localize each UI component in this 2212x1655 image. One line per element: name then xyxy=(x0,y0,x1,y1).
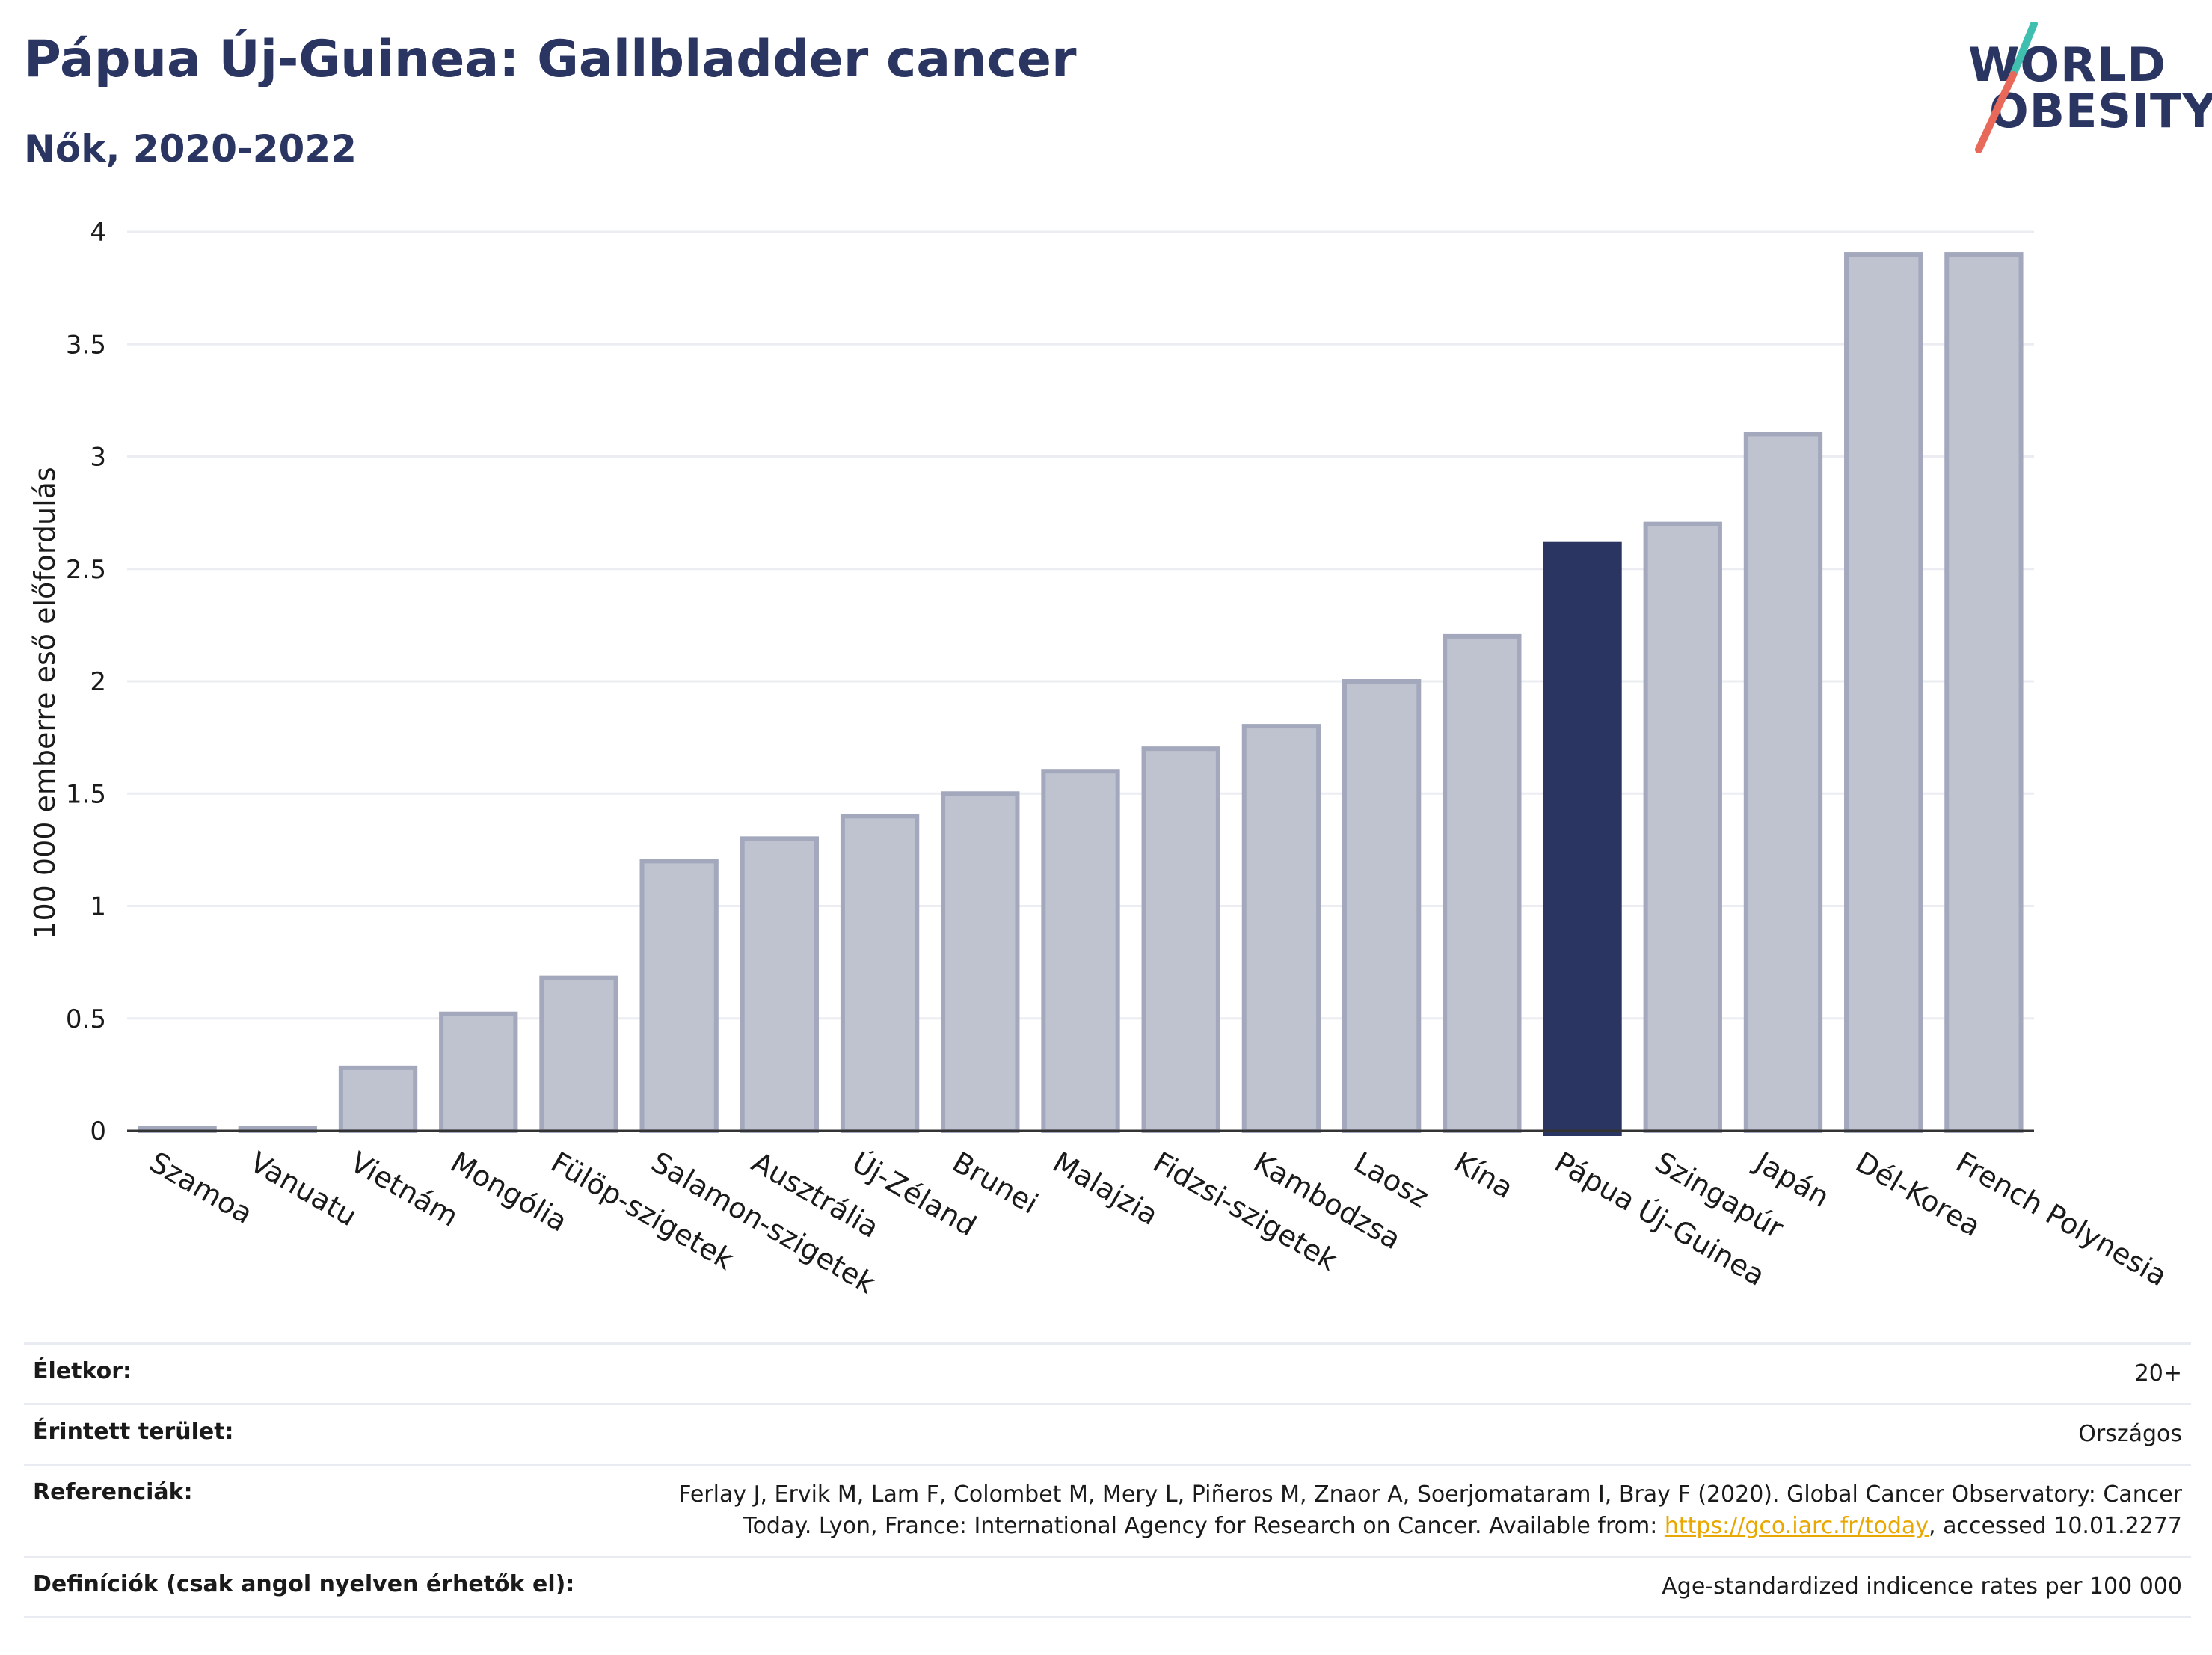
definitions-value: Age-standardized indicence rates per 100… xyxy=(1662,1573,2182,1600)
logo-line-obesity: OBESITY xyxy=(1989,84,2212,138)
bar xyxy=(941,791,1020,1133)
bar xyxy=(1041,769,1120,1133)
x-tick-label: Vanuatu xyxy=(245,1146,363,1232)
bar-chart: 00.511.522.533.54SzamoaVanuatuVietnámMon… xyxy=(66,218,2172,1300)
y-tick-label: 1.5 xyxy=(66,779,106,809)
y-tick-label: 1 xyxy=(90,892,106,922)
reference-link[interactable]: https://gco.iarc.fr/today xyxy=(1664,1513,1929,1539)
reference-text-1: Ferlay J, Ervik M, Lam F, Colombet M, Me… xyxy=(678,1481,2182,1508)
bar xyxy=(1844,252,1923,1133)
metadata-table: Életkor: 20+ Érintett terület: Országos … xyxy=(24,1342,2191,1618)
x-tick-label: Szamoa xyxy=(144,1146,259,1231)
age-label: Életkor: xyxy=(33,1358,132,1384)
y-tick-label: 2 xyxy=(90,667,106,697)
y-tick-label: 0.5 xyxy=(66,1004,106,1034)
references-value: Ferlay J, Ervik M, Lam F, Colombet M, Me… xyxy=(678,1479,2182,1542)
bar xyxy=(1241,724,1321,1133)
reference-text-2: Today. Lyon, France: International Agenc… xyxy=(743,1513,1658,1539)
y-tick-label: 2.5 xyxy=(66,555,106,585)
area-value: Országos xyxy=(2078,1421,2182,1447)
y-tick-label: 4 xyxy=(90,218,106,248)
bar xyxy=(740,836,820,1133)
bar xyxy=(1342,679,1422,1133)
bar-highlight xyxy=(1543,541,1622,1136)
x-tick-label: French Polynesia xyxy=(1950,1146,2172,1293)
meta-row-area: Érintett terület: Országos xyxy=(24,1403,2191,1464)
bar xyxy=(539,975,618,1134)
bar xyxy=(439,1011,518,1133)
meta-row-age: Életkor: 20+ xyxy=(24,1342,2191,1403)
x-tick-label: Malajzia xyxy=(1048,1146,1164,1232)
x-tick-label: Vietnám xyxy=(345,1146,464,1233)
logo-line-world: WORLD xyxy=(1968,37,2166,92)
y-tick-label: 3 xyxy=(90,443,106,473)
bar xyxy=(840,814,920,1133)
meta-row-references: Referenciák: Ferlay J, Ervik M, Lam F, C… xyxy=(24,1464,2191,1556)
chart-subtitle: Nők, 2020-2022 xyxy=(24,127,357,171)
meta-row-definitions: Definíciók (csak angol nyelven érhetők e… xyxy=(24,1556,2191,1618)
bar xyxy=(1643,521,1722,1133)
area-label: Érintett terület: xyxy=(33,1419,234,1445)
y-tick-label: 3.5 xyxy=(66,330,106,360)
bar xyxy=(338,1065,418,1133)
bar xyxy=(1944,252,2024,1133)
y-tick-label: 0 xyxy=(90,1117,106,1146)
references-label: Referenciák: xyxy=(33,1479,193,1505)
bar xyxy=(1141,746,1220,1134)
logo-slash-icon xyxy=(1975,22,2038,153)
definitions-label: Definíciók (csak angol nyelven érhetők e… xyxy=(33,1571,575,1597)
age-value: 20+ xyxy=(2134,1360,2182,1387)
reference-text-3: , accessed 10.01.2277 xyxy=(1929,1513,2182,1539)
bar xyxy=(1443,633,1522,1133)
bar xyxy=(1743,432,1823,1133)
chart-title: Pápua Új-Guinea: Gallbladder cancer xyxy=(24,30,1077,89)
bar xyxy=(639,859,719,1134)
x-tick-label: Kína xyxy=(1448,1146,1519,1206)
world-obesity-logo: WORLD OBESITY xyxy=(1959,22,2212,165)
